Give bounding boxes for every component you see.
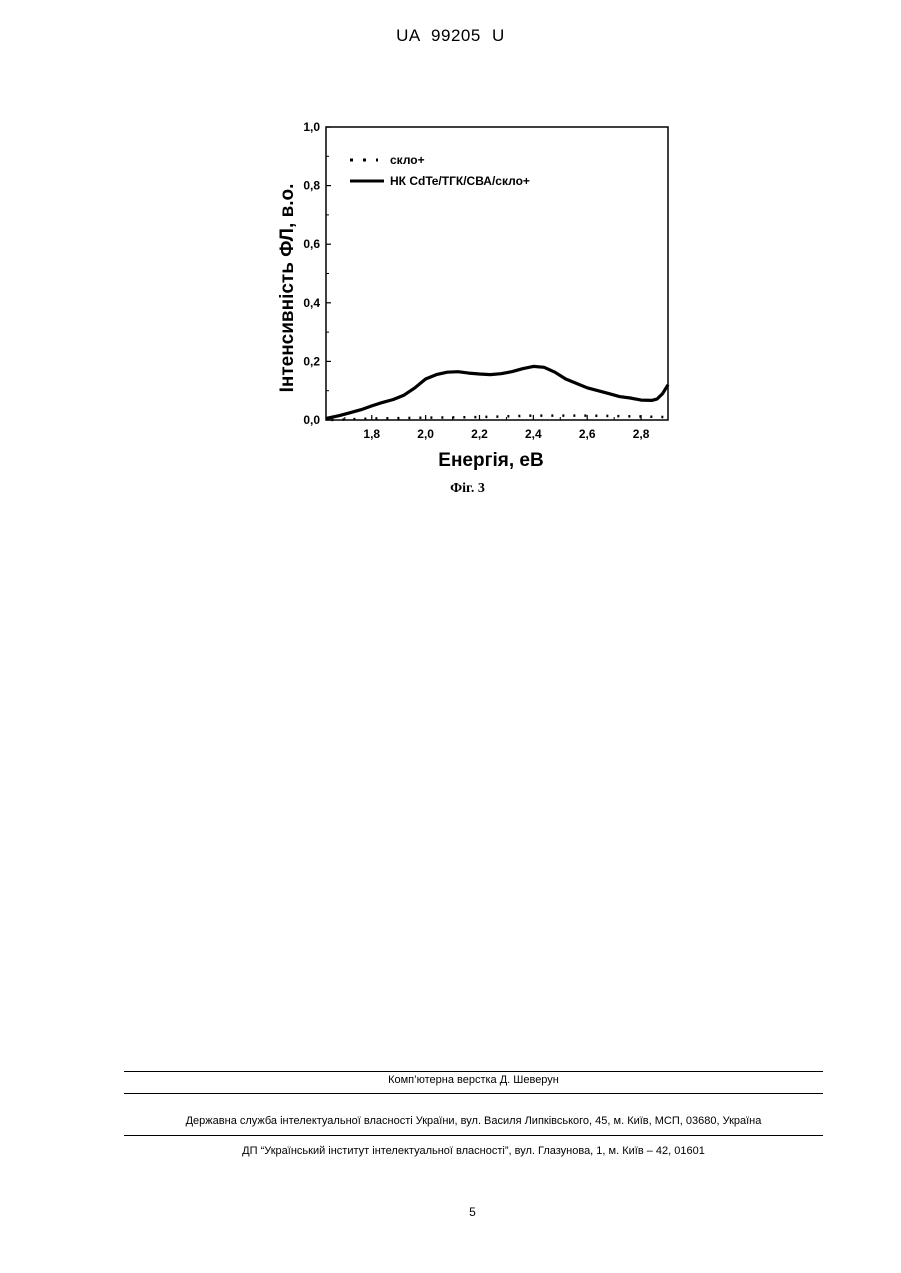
- layout-credit: Комп’ютерна верстка Д. Шеверун: [124, 1074, 823, 1086]
- x-tick-label: 2,2: [471, 427, 488, 441]
- plot-frame: [326, 127, 668, 420]
- x-tick-label: 2,4: [525, 427, 542, 441]
- y-axis-ticks: 0,0 0,2 0,4 0,6 0,8 1,0: [303, 120, 331, 427]
- footer-rule-bottom: [124, 1135, 823, 1136]
- y-tick-label: 0,6: [303, 237, 320, 251]
- y-tick-label: 0,2: [303, 354, 320, 368]
- series-layer: [326, 366, 668, 420]
- y-tick-label: 0,4: [303, 296, 320, 310]
- x-tick-label: 2,0: [417, 427, 434, 441]
- y-tick-label: 0,0: [303, 413, 320, 427]
- x-axis-label: Енергія, еВ: [438, 450, 543, 471]
- legend-label-nc: НК CdTe/ТГК/СВА/скло+: [390, 174, 530, 188]
- y-axis-label: Інтенсивність ФЛ, в.о.: [277, 184, 298, 393]
- series-line-nc: [326, 366, 668, 418]
- y-tick-label: 1,0: [303, 120, 320, 134]
- institute-address: ДП “Український інститут інтелектуальної…: [124, 1145, 823, 1157]
- x-axis-ticks: 1,8 2,0 2,2 2,4 2,6 2,8: [345, 415, 650, 441]
- x-tick-label: 2,6: [579, 427, 596, 441]
- agency-address: Державна служба інтелектуальної власност…: [124, 1115, 823, 1127]
- legend: скло+ НК CdTe/ТГК/СВА/скло+: [350, 153, 530, 188]
- x-tick-label: 1,8: [363, 427, 380, 441]
- x-tick-label: 2,8: [633, 427, 650, 441]
- legend-label-glass: скло+: [390, 153, 425, 167]
- photoluminescence-chart: 0,0 0,2 0,4 0,6 0,8 1,0 1,8 2,0 2,2 2,4 2,6 2,8 ск…: [0, 0, 901, 520]
- y-tick-label: 0,8: [303, 179, 320, 193]
- page-number: 5: [0, 1205, 901, 1219]
- figure-caption: Фіг. 3: [0, 481, 901, 497]
- footer-rule-top: [124, 1071, 823, 1072]
- footer-rule-middle: [124, 1093, 823, 1094]
